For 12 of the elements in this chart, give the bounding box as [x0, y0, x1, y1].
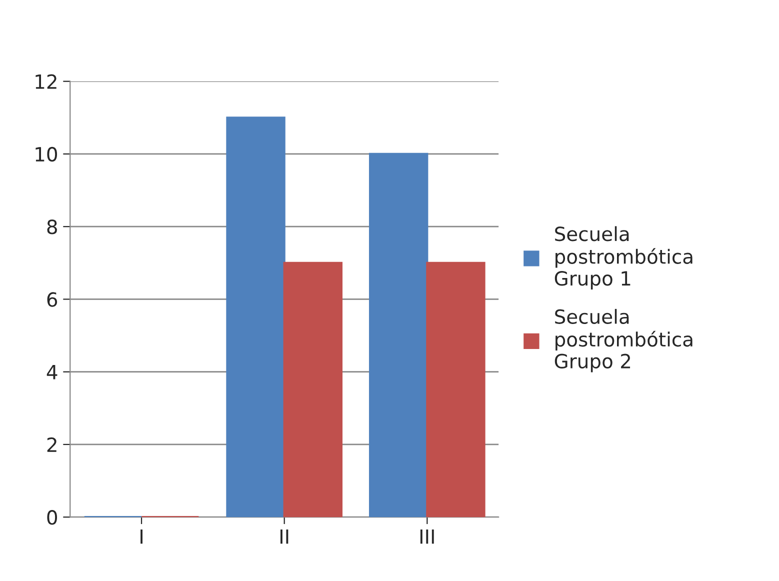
- y-tick-label: 8: [47, 220, 57, 234]
- x-tick-label: II: [280, 529, 288, 544]
- y-tick-label: 0: [47, 510, 58, 525]
- x-tick-label: III: [420, 529, 434, 544]
- x-tick-label: I: [140, 529, 142, 544]
- y-tick-label: 12: [36, 74, 56, 89]
- y-tick-label: 4: [46, 365, 58, 380]
- y-tick-label: 2: [47, 437, 56, 452]
- y-tick-label: 6: [47, 292, 58, 307]
- legend-label: Secuela postrombótica Grupo 2: [554, 308, 692, 372]
- y-tick-label: 10: [36, 146, 58, 162]
- legend-label: Secuela postrombótica Grupo 1: [554, 226, 692, 290]
